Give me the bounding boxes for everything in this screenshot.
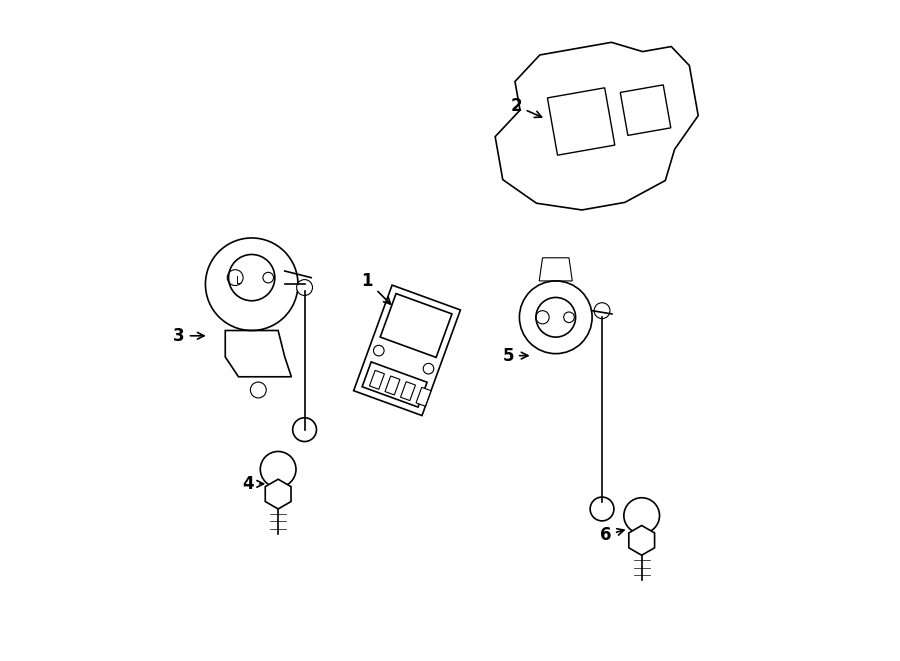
Text: 6: 6 (599, 526, 624, 545)
Text: 1: 1 (362, 272, 391, 304)
Circle shape (423, 364, 434, 374)
Polygon shape (266, 479, 291, 509)
Text: 3: 3 (173, 327, 204, 345)
Polygon shape (370, 370, 384, 389)
Text: 2: 2 (510, 97, 542, 118)
Circle shape (590, 497, 614, 521)
Circle shape (374, 345, 384, 356)
Polygon shape (629, 525, 654, 555)
Text: 5: 5 (502, 346, 528, 365)
Polygon shape (416, 387, 431, 407)
Text: L: L (236, 276, 241, 286)
Circle shape (594, 303, 610, 319)
Circle shape (297, 280, 312, 295)
Polygon shape (400, 381, 416, 401)
Circle shape (260, 451, 296, 487)
Circle shape (624, 498, 660, 533)
Polygon shape (385, 376, 400, 395)
Circle shape (292, 418, 317, 442)
Text: 4: 4 (243, 475, 264, 493)
